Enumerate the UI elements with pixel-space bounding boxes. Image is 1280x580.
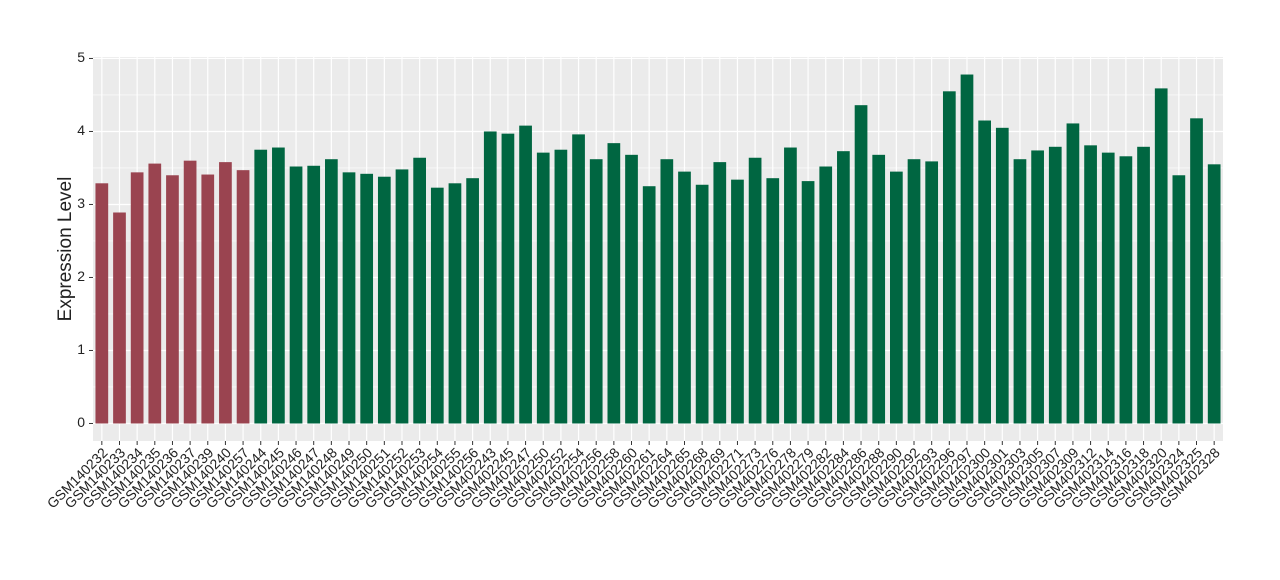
bar [360, 173, 374, 424]
y-tick-label: 4 [77, 122, 85, 138]
bar [925, 161, 939, 424]
y-tick-label: 2 [77, 268, 85, 284]
bar [254, 149, 268, 424]
bar [1101, 152, 1115, 424]
bar [819, 166, 833, 424]
bar [942, 91, 956, 424]
bar [1031, 150, 1044, 424]
bar [854, 105, 868, 424]
bar [501, 133, 515, 424]
bar [448, 183, 462, 424]
bar [219, 162, 232, 424]
bar [1048, 146, 1062, 424]
bar [289, 166, 303, 424]
bar [325, 159, 338, 424]
y-tick-label: 5 [77, 49, 85, 65]
bar [307, 165, 321, 424]
bar [1137, 146, 1150, 424]
bar [890, 171, 903, 424]
bar [784, 147, 797, 424]
y-tick-label: 1 [77, 341, 85, 357]
bar [625, 154, 638, 424]
bar [413, 157, 426, 424]
bar [766, 178, 780, 424]
bar [801, 181, 815, 424]
bar [695, 184, 709, 424]
bar [1013, 159, 1027, 424]
bar [519, 125, 532, 424]
bar [554, 149, 568, 424]
bar [748, 157, 762, 424]
bar [377, 176, 391, 424]
bar [642, 186, 656, 424]
bar [1207, 164, 1221, 424]
bar [872, 154, 886, 424]
bar [113, 212, 126, 424]
bar [713, 162, 727, 424]
bar [978, 120, 991, 424]
bar [907, 159, 921, 424]
bar [678, 171, 691, 424]
bar [837, 151, 850, 424]
bar [660, 159, 674, 424]
bar [130, 172, 144, 424]
bar [589, 159, 603, 424]
y-axis-title: Expression Level [55, 177, 76, 322]
y-tick-label: 3 [77, 195, 85, 211]
bar [342, 172, 356, 424]
bar [95, 183, 109, 424]
bar [183, 160, 197, 424]
bar [395, 169, 409, 424]
bar [1172, 175, 1186, 424]
bar [607, 143, 621, 424]
bar [536, 152, 550, 424]
bar [272, 147, 285, 424]
bar [572, 134, 585, 424]
bar [1119, 156, 1133, 424]
bar [466, 178, 479, 424]
bar [995, 127, 1009, 424]
bar [1190, 118, 1203, 424]
bar [483, 131, 497, 424]
y-tick-label: 0 [77, 414, 85, 430]
bar [148, 163, 162, 424]
bar [201, 174, 215, 424]
bar [960, 74, 974, 424]
bar [236, 170, 250, 424]
bar [430, 187, 444, 424]
bar [731, 179, 744, 424]
bar [1066, 123, 1080, 424]
bar [166, 175, 179, 424]
bar [1084, 145, 1097, 424]
bar [1154, 88, 1168, 424]
